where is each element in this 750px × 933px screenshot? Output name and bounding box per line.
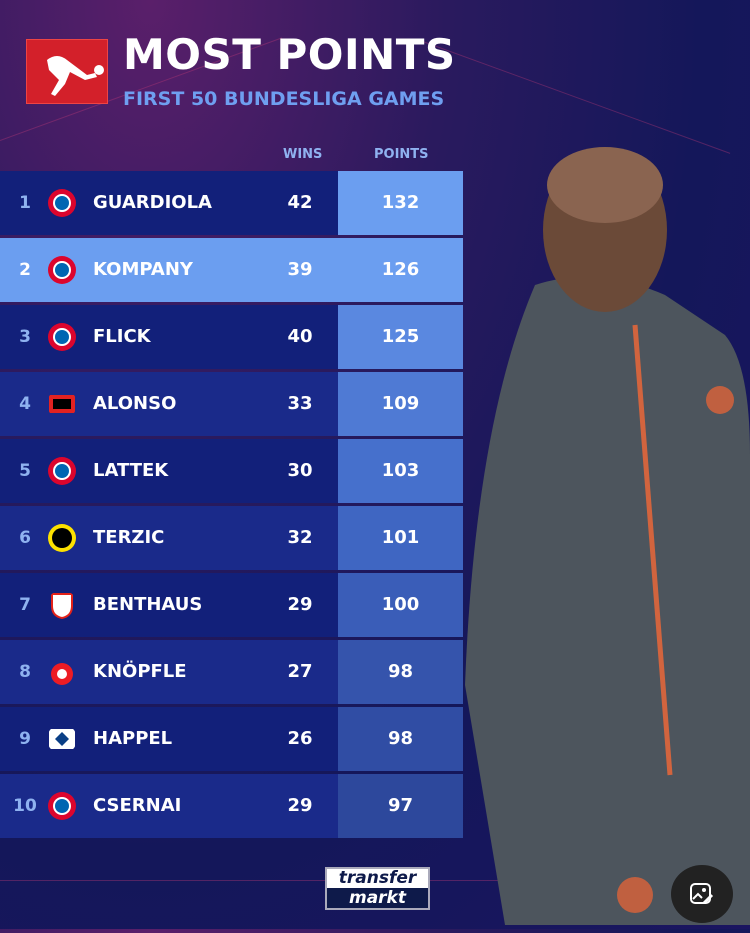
points-value: 126 [381,259,420,280]
points-cell [338,305,463,369]
rank: 10 [13,796,37,816]
table-row: 6 TERZIC 32 101 [0,506,463,570]
points-value: 97 [387,795,414,816]
rank: 4 [19,394,31,414]
wins-value: 29 [287,795,313,816]
bayern-crest-icon [48,457,76,485]
coach-name: KNÖPFLE [93,661,187,682]
coach-photo [465,145,750,929]
brand-text: markt [327,888,428,908]
rank: 8 [19,662,31,682]
points-cell [338,640,463,704]
points-value: 98 [387,661,414,682]
dortmund-crest-icon [48,524,76,552]
rank: 1 [19,193,31,213]
table-row: 5 LATTEK 30 103 [0,439,463,503]
points-cell [338,506,463,570]
edit-image-button[interactable] [671,865,733,923]
leverkusen-crest-icon [49,395,75,413]
koeln-crest-icon [51,663,73,685]
bayern-crest-icon [48,189,76,217]
table-row: 3 FLICK 40 125 [0,305,463,369]
wins-value: 27 [287,661,313,682]
coach-name: CSERNAI [93,795,182,816]
points-cell [338,238,463,302]
coach-name: HAPPEL [93,728,173,749]
bundesliga-logo [26,39,108,104]
hamburg-crest-icon [49,729,75,749]
coach-name: BENTHAUS [93,594,203,615]
rank: 3 [19,327,31,347]
points-column-header: POINTS [374,147,429,162]
points-value: 109 [381,393,420,414]
wins-value: 33 [287,393,313,414]
points-value: 125 [381,326,420,347]
page-subtitle: FIRST 50 BUNDESLIGA GAMES [123,88,445,110]
coach-name: FLICK [93,326,151,347]
points-cell [338,372,463,436]
coach-name: ALONSO [93,393,177,414]
table-row: 7 BENTHAUS 29 100 [0,573,463,637]
wins-column-header: WINS [283,147,323,162]
points-value: 132 [381,192,420,213]
wins-value: 40 [287,326,313,347]
rank: 9 [19,729,31,749]
image-edit-icon [690,883,714,905]
rank: 2 [19,260,31,280]
wins-value: 42 [287,192,313,213]
points-cell [338,439,463,503]
table-row: 9 HAPPEL 26 98 [0,707,463,771]
points-cell [338,774,463,838]
coach-name: KOMPANY [93,259,193,280]
page-title: MOST POINTS [123,30,456,79]
rank: 5 [19,461,31,481]
points-value: 98 [387,728,414,749]
background-line [419,40,731,154]
bayern-crest-icon [48,323,76,351]
rank: 6 [19,528,31,548]
rank: 7 [19,595,31,615]
brand-text: transfer [338,868,417,888]
bayern-crest-icon [48,256,76,284]
coach-name: GUARDIOLA [93,192,212,213]
points-cell [338,573,463,637]
table-row: 2 KOMPANY 39 126 [0,238,463,302]
wins-value: 39 [287,259,313,280]
bayern-crest-icon [48,792,76,820]
table-row: 4 ALONSO 33 109 [0,372,463,436]
coach-name: TERZIC [93,527,165,548]
wins-value: 32 [287,527,313,548]
points-value: 103 [381,460,420,481]
table-row: 1 GUARDIOLA 42 132 [0,171,463,235]
transfermarkt-logo: transfer markt [325,867,430,910]
points-value: 101 [381,527,420,548]
points-cell [338,707,463,771]
wins-value: 30 [287,460,313,481]
points-value: 100 [381,594,420,615]
wins-value: 26 [287,728,313,749]
points-cell [338,171,463,235]
coach-name: LATTEK [93,460,169,481]
table-row: 8 KNÖPFLE 27 98 [0,640,463,704]
wins-value: 29 [287,594,313,615]
table-row: 10 CSERNAI 29 97 [0,774,463,838]
stuttgart-crest-icon [51,593,73,620]
